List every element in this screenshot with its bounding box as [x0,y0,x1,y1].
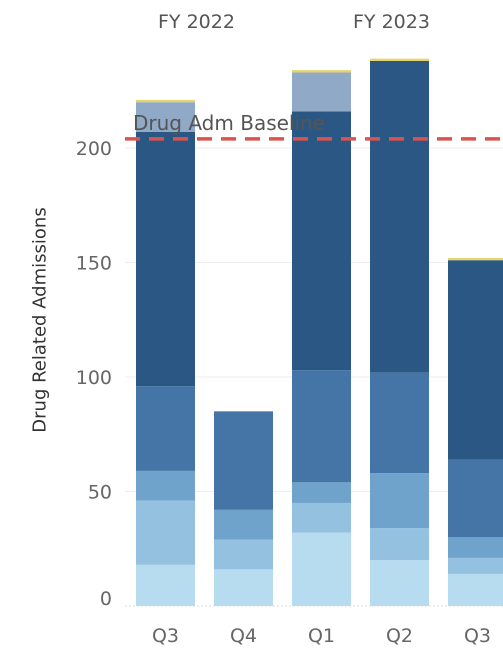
bar-segment-4-0 [448,573,503,606]
bar-segment-0-3 [136,386,195,471]
bar-segment-2-2 [292,482,351,503]
bar-segment-1-3 [214,411,273,510]
bar-segment-0-1 [136,500,195,565]
bar-segment-0-4 [136,131,195,387]
bar-segment-0-5 [136,102,195,132]
y-tick-label-50: 50 [88,482,112,504]
bar-segment-2-5 [292,72,351,112]
bar-segment-3-0 [370,560,429,606]
bar-segment-1-0 [214,569,273,606]
bar-segment-4-2 [448,537,503,558]
x-tick-label-1: Q4 [230,625,257,647]
x-tick-label-0: Q3 [152,625,179,647]
y-tick-label-150: 150 [76,253,112,275]
y-tick-label-100: 100 [76,367,112,389]
bar-segment-0-6 [136,99,195,103]
bar-segment-3-4 [370,60,429,373]
bar-segment-2-3 [292,370,351,483]
y-tick-label-200: 200 [76,138,112,160]
bar-segment-1-1 [214,539,273,570]
x-tick-label-4: Q3 [464,625,491,647]
fiscal-year-label-2023: FY 2023 [353,11,430,33]
bar-segment-4-6 [448,257,503,261]
bar-segment-4-4 [448,260,503,460]
bar-segment-3-3 [370,372,429,474]
bar-segment-0-2 [136,470,195,501]
baseline-reference-label: Drug Adm Baseline [133,111,325,135]
bar-segment-0-0 [136,564,195,606]
bar-segment-2-6 [292,70,351,73]
bar-segment-4-1 [448,557,503,574]
bar-segment-2-0 [292,532,351,606]
fiscal-year-label-2022: FY 2022 [158,11,235,33]
bar-segment-3-1 [370,528,429,561]
x-tick-label-3: Q2 [386,625,413,647]
x-tick-label-2: Q1 [308,625,335,647]
bar-segment-1-2 [214,509,273,540]
bar-segment-4-3 [448,459,503,538]
bar-segment-3-6 [370,58,429,61]
bar-segment-2-1 [292,502,351,533]
bar-segment-3-2 [370,473,429,529]
y-tick-label-0: 0 [100,588,112,610]
bar-segment-2-4 [292,111,351,371]
